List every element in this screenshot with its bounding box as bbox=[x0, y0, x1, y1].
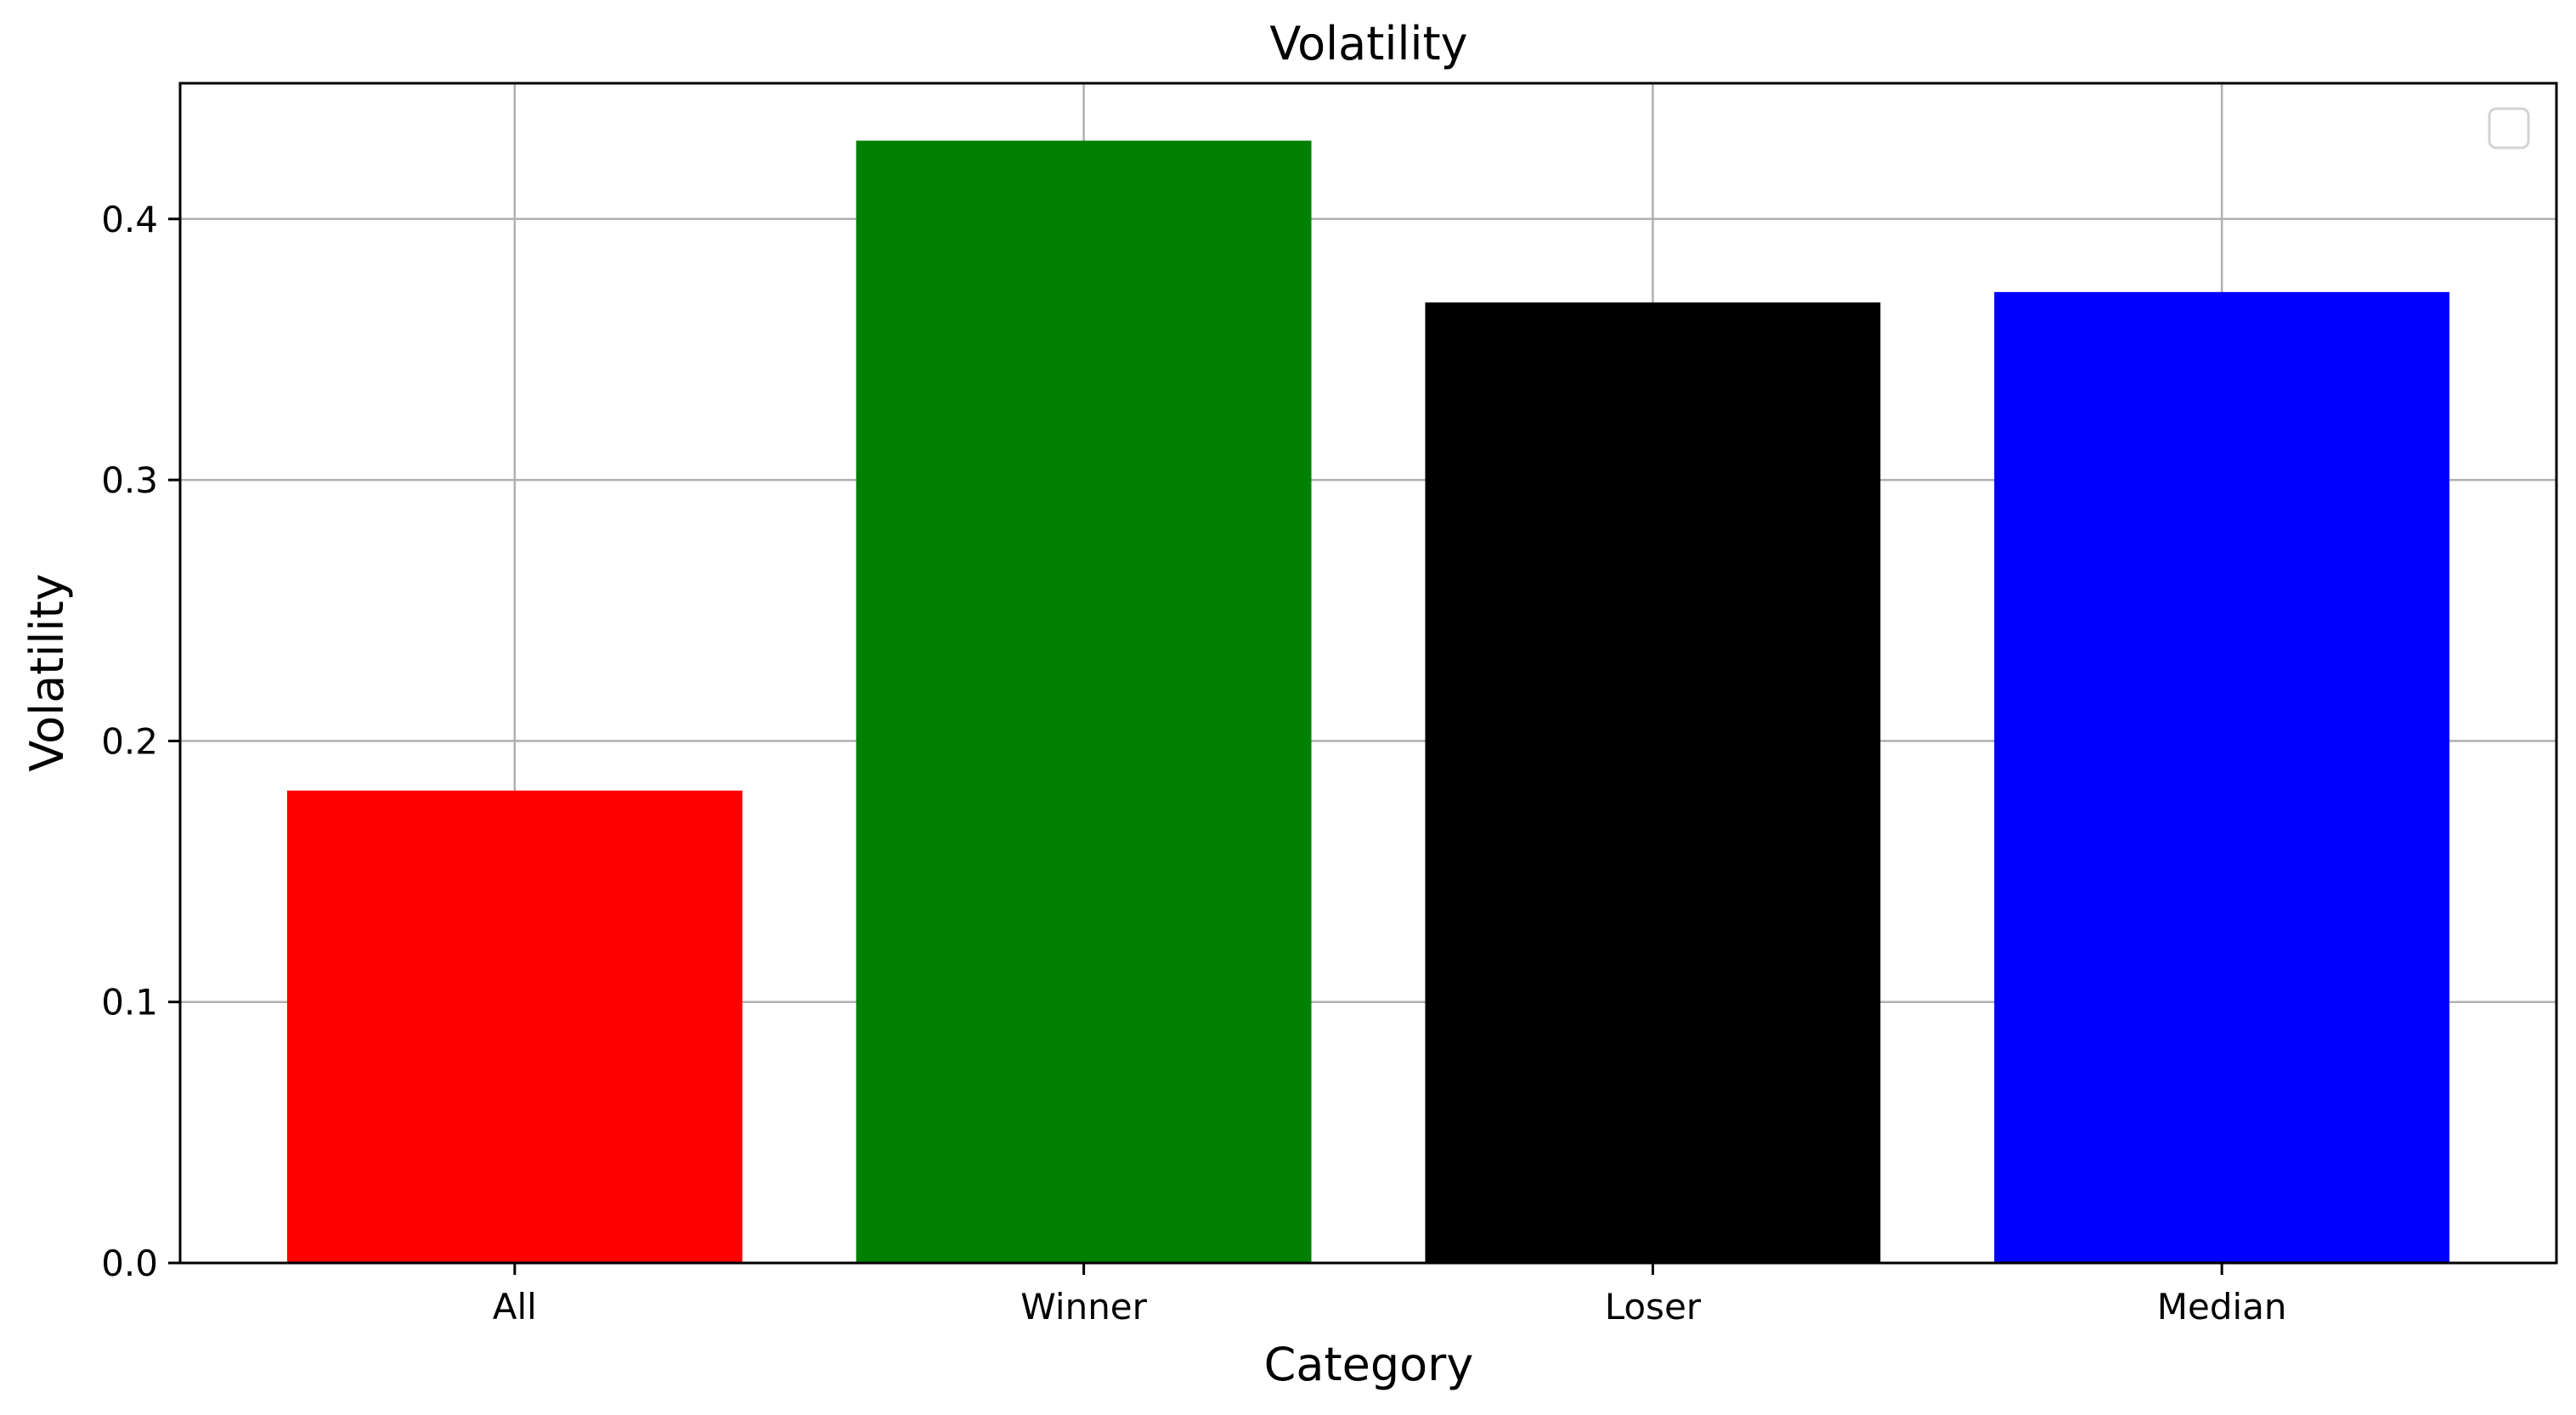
x-axis-ticks: All Winner Loser Median bbox=[493, 1263, 2287, 1328]
y-axis-ticks: 0.0 0.1 0.2 0.3 0.4 bbox=[101, 199, 180, 1284]
x-tick-label-median: Median bbox=[2157, 1286, 2287, 1328]
bars bbox=[286, 140, 2450, 1263]
x-tick-label-all: All bbox=[493, 1286, 537, 1328]
x-tick-label-winner: Winner bbox=[1020, 1286, 1147, 1328]
y-tick-label: 0.4 bbox=[101, 199, 158, 240]
plot-frame bbox=[178, 82, 2558, 1265]
bar-winner bbox=[856, 140, 1312, 1263]
y-tick-label: 0.0 bbox=[101, 1243, 158, 1284]
y-tick-label: 0.1 bbox=[101, 982, 158, 1023]
legend-box bbox=[2488, 107, 2530, 149]
bar-all bbox=[286, 790, 743, 1263]
chart-title: Volatility bbox=[1269, 17, 1467, 70]
y-axis-label: Volatility bbox=[20, 573, 74, 771]
bar-loser bbox=[1425, 302, 1881, 1263]
bar-median bbox=[1994, 291, 2450, 1263]
y-tick-label: 0.2 bbox=[101, 720, 158, 762]
y-tick-label: 0.3 bbox=[101, 459, 158, 501]
x-tick-label-loser: Loser bbox=[1605, 1286, 1702, 1328]
x-axis-label: Category bbox=[1264, 1338, 1474, 1391]
